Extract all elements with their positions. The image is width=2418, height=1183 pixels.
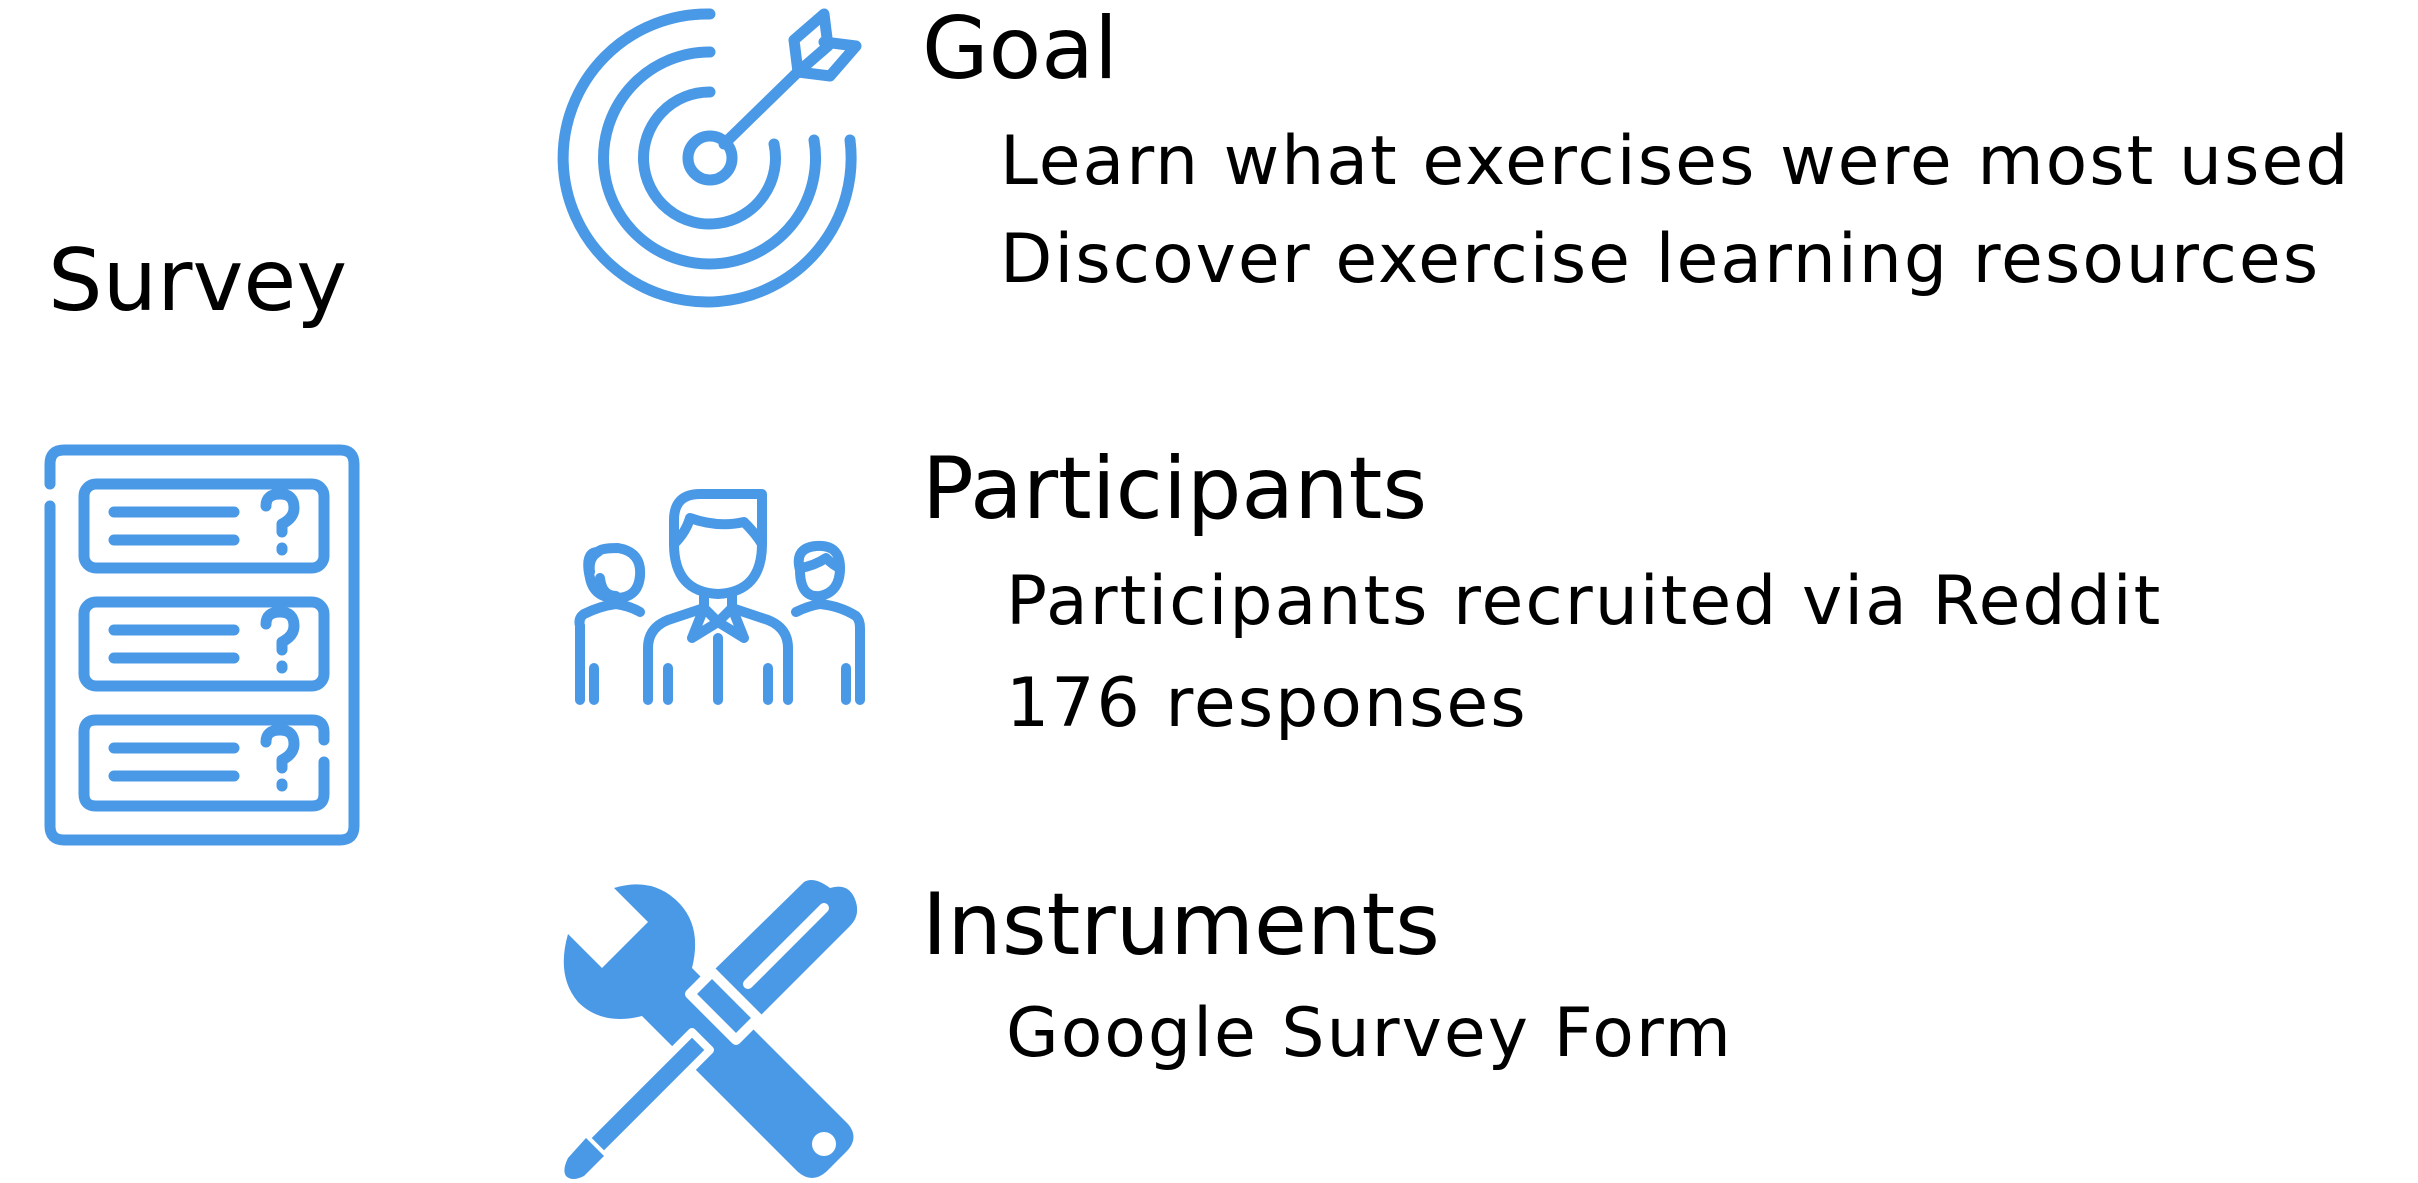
target-icon xyxy=(557,8,862,308)
participants-heading: Participants xyxy=(922,439,1428,539)
instruments-item-1: Google Survey Form xyxy=(1006,994,1733,1073)
instruments-heading: Instruments xyxy=(922,875,1440,975)
goal-item-1: Learn what exercises were most used xyxy=(1000,122,2351,201)
wrench-screwdriver-icon xyxy=(562,880,858,1182)
participants-item-1: Participants recruited via Reddit xyxy=(1006,562,2163,641)
survey-form-icon xyxy=(44,444,360,846)
goal-heading: Goal xyxy=(922,0,1118,99)
survey-title: Survey xyxy=(48,231,348,331)
people-group-icon xyxy=(568,488,868,705)
goal-item-2: Discover exercise learning resources xyxy=(1000,220,2321,299)
participants-item-2: 176 responses xyxy=(1006,664,1528,743)
